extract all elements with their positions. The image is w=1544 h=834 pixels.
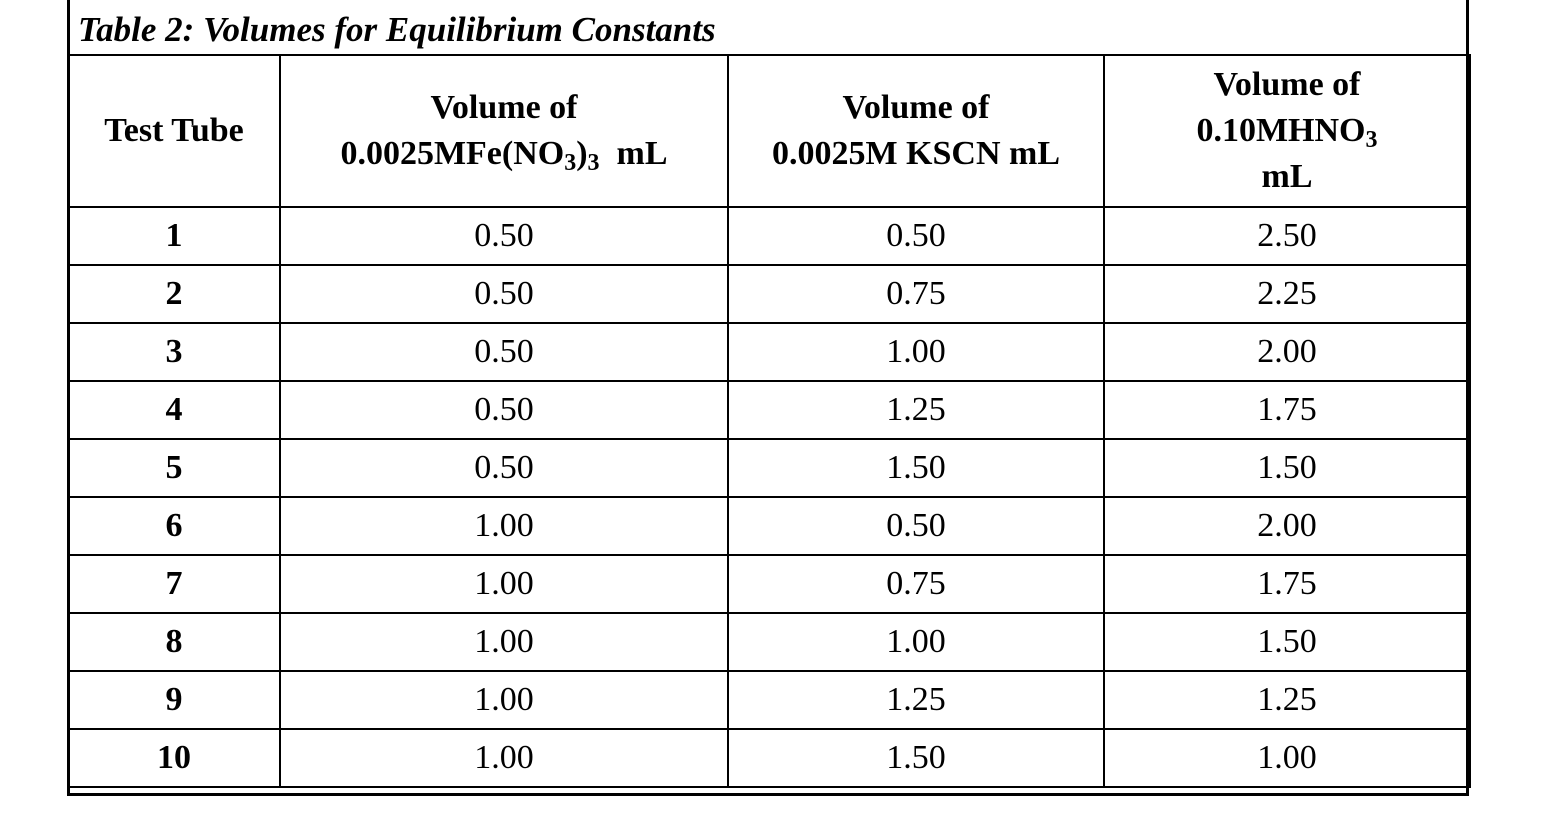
cell-hno3-volume: 1.50 (1103, 612, 1471, 672)
cell-hno3-volume: 2.50 (1103, 206, 1471, 266)
cell-hno3-volume: 1.00 (1103, 728, 1471, 788)
header-hno3-line1: Volume of (1213, 66, 1361, 103)
cell-test-tube: 9 (67, 670, 281, 730)
cell-test-tube: 3 (67, 322, 281, 382)
cell-kscn-volume: 1.00 (727, 322, 1105, 382)
cell-hno3-volume: 2.00 (1103, 322, 1471, 382)
cell-test-tube: 2 (67, 264, 281, 324)
cell-kscn-volume: 1.50 (727, 728, 1105, 788)
header-fe-volume: Volume of 0.0025MFe(NO3)3 mL (279, 54, 729, 208)
cell-kscn-volume: 1.00 (727, 612, 1105, 672)
cell-fe-volume: 1.00 (279, 554, 729, 614)
cell-kscn-volume: 0.50 (727, 206, 1105, 266)
cell-fe-volume: 0.50 (279, 264, 729, 324)
cell-kscn-volume: 1.25 (727, 670, 1105, 730)
header-hno3-formula-sub: 3 (1365, 127, 1378, 153)
header-hno3-volume: Volume of 0.10MHNO3 mL (1103, 54, 1471, 208)
table-row: 3 0.50 1.00 2.00 (67, 322, 1471, 382)
cell-fe-volume: 1.00 (279, 728, 729, 788)
cell-test-tube: 5 (67, 438, 281, 498)
cell-fe-volume: 1.00 (279, 612, 729, 672)
table-row: 7 1.00 0.75 1.75 (67, 554, 1471, 614)
cell-hno3-volume: 1.75 (1103, 554, 1471, 614)
table-caption: Table 2: Volumes for Equilibrium Constan… (78, 10, 716, 49)
cell-test-tube: 4 (67, 380, 281, 440)
header-test-tube-label: Test Tube (104, 112, 244, 149)
table-row: 1 0.50 0.50 2.50 (67, 206, 1471, 266)
cell-test-tube: 8 (67, 612, 281, 672)
cell-fe-volume: 0.50 (279, 322, 729, 382)
cell-kscn-volume: 1.25 (727, 380, 1105, 440)
cell-kscn-volume: 1.50 (727, 438, 1105, 498)
header-fe-formula-pre: 0.0025MFe(NO (340, 135, 565, 172)
table-row: 6 1.00 0.50 2.00 (67, 496, 1471, 556)
table-row: 4 0.50 1.25 1.75 (67, 380, 1471, 440)
table-row: 2 0.50 0.75 2.25 (67, 264, 1471, 324)
cell-hno3-volume: 2.25 (1103, 264, 1471, 324)
table-row: 5 0.50 1.50 1.50 (67, 438, 1471, 498)
table-row: 8 1.00 1.00 1.50 (67, 612, 1471, 672)
cell-hno3-volume: 2.00 (1103, 496, 1471, 556)
header-hno3-formula-pre: 0.10MHNO (1196, 112, 1366, 149)
header-fe-unit: mL (599, 135, 668, 172)
table-frame: Table 2: Volumes for Equilibrium Constan… (67, 0, 1471, 796)
header-kscn-line1: Volume of (842, 89, 990, 126)
cell-hno3-volume: 1.75 (1103, 380, 1471, 440)
table-row: 9 1.00 1.25 1.25 (67, 670, 1471, 730)
header-hno3-line2: 0.10MHNO3 (1105, 108, 1469, 154)
cell-hno3-volume: 1.25 (1103, 670, 1471, 730)
cell-test-tube: 7 (67, 554, 281, 614)
cell-hno3-volume: 1.50 (1103, 438, 1471, 498)
header-kscn-line2: 0.0025M KSCN mL (771, 135, 1061, 172)
header-fe-formula-mid: ) (576, 135, 588, 172)
header-kscn-volume: Volume of 0.0025M KSCN mL (727, 54, 1105, 208)
header-hno3-line3: mL (1261, 158, 1313, 195)
volumes-table: Test Tube Volume of 0.0025MFe(NO3)3 mL V… (67, 54, 1471, 788)
cell-test-tube: 1 (67, 206, 281, 266)
cell-fe-volume: 1.00 (279, 496, 729, 556)
table-row: 10 1.00 1.50 1.00 (67, 728, 1471, 788)
header-fe-line1: Volume of (430, 89, 578, 126)
cell-kscn-volume: 0.75 (727, 554, 1105, 614)
header-fe-formula-sub2: 3 (587, 150, 600, 176)
header-test-tube: Test Tube (67, 54, 281, 208)
cell-kscn-volume: 0.50 (727, 496, 1105, 556)
cell-test-tube: 6 (67, 496, 281, 556)
cell-test-tube: 10 (67, 728, 281, 788)
cell-fe-volume: 1.00 (279, 670, 729, 730)
header-fe-line2: 0.0025MFe(NO3)3 mL (281, 131, 727, 177)
cell-fe-volume: 0.50 (279, 438, 729, 498)
header-row: Test Tube Volume of 0.0025MFe(NO3)3 mL V… (67, 54, 1471, 208)
cell-fe-volume: 0.50 (279, 206, 729, 266)
cell-fe-volume: 0.50 (279, 380, 729, 440)
header-fe-formula-sub1: 3 (564, 150, 577, 176)
cell-kscn-volume: 0.75 (727, 264, 1105, 324)
